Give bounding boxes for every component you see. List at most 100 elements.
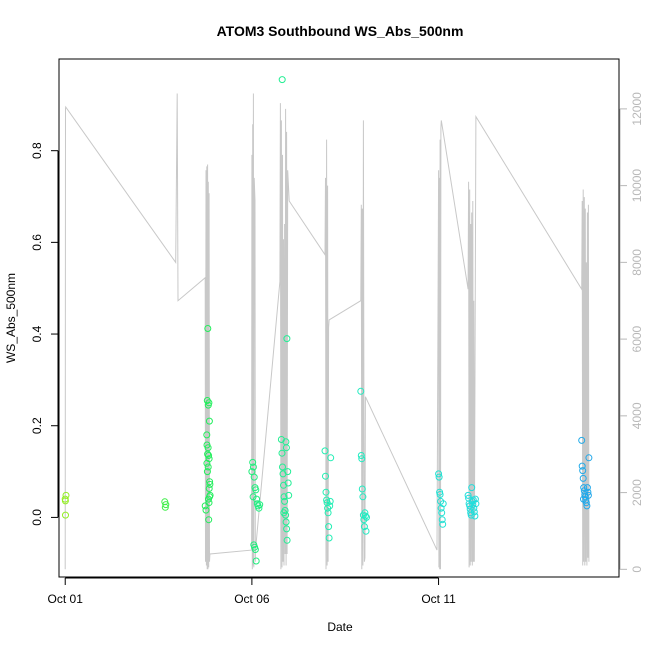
- data-point: [283, 525, 291, 533]
- data-point: [278, 76, 286, 84]
- data-point: [279, 463, 286, 471]
- data-point: [439, 500, 447, 508]
- data-point: [283, 536, 291, 544]
- data-point: [438, 516, 446, 524]
- points-layer: [61, 76, 593, 565]
- data-point: [252, 557, 260, 565]
- data-point: [249, 463, 257, 471]
- data-point: [439, 520, 447, 528]
- data-point: [249, 458, 257, 466]
- data-point: [324, 509, 332, 517]
- x-tick-label: Oct 01: [48, 592, 84, 606]
- data-point: [322, 472, 329, 480]
- data-point: [468, 484, 476, 492]
- y2-tick-label: 0: [630, 566, 644, 573]
- data-point: [203, 459, 211, 467]
- y-tick-label: 0.0: [30, 509, 44, 526]
- data-point: [161, 503, 169, 511]
- data-point: [584, 488, 592, 496]
- data-point: [250, 473, 258, 481]
- data-point: [282, 444, 290, 452]
- y-tick-label: 0.8: [30, 142, 44, 159]
- data-point: [62, 511, 69, 519]
- data-point: [251, 546, 259, 553]
- y2-tick-label: 8000: [630, 249, 644, 276]
- chart-title: ATOM3 Southbound WS_Abs_500nm: [217, 23, 464, 39]
- altitude-line: [64, 93, 590, 570]
- y2-tick-label: 6000: [630, 325, 644, 352]
- data-point: [252, 486, 260, 494]
- data-point: [282, 518, 290, 526]
- y2-tick-label: 4000: [630, 402, 644, 429]
- data-point: [361, 512, 369, 520]
- data-point: [579, 467, 587, 475]
- plot-frame: [58, 58, 620, 578]
- y2-tick-label: 12000: [630, 92, 644, 126]
- data-point: [359, 493, 367, 501]
- data-point: [584, 491, 592, 499]
- data-point: [324, 504, 332, 512]
- data-point: [437, 504, 445, 512]
- x-axis: Oct 01 Oct 06 Oct 11: [48, 577, 456, 606]
- data-point: [61, 497, 69, 505]
- data-point: [362, 527, 370, 535]
- y-axis-label: WS_Abs_500nm: [4, 273, 18, 363]
- data-point: [204, 325, 212, 332]
- data-point: [358, 485, 366, 493]
- data-point: [205, 485, 213, 492]
- data-point: [357, 452, 365, 459]
- data-point: [322, 488, 330, 496]
- data-point: [583, 484, 591, 492]
- x-tick-label: Oct 11: [421, 592, 456, 606]
- data-point: [203, 431, 211, 439]
- data-point: [280, 509, 288, 517]
- data-point: [253, 495, 261, 503]
- data-point: [325, 534, 333, 542]
- data-point: [205, 516, 213, 524]
- data-point: [583, 502, 591, 510]
- y2-tick-label: 2000: [630, 479, 644, 506]
- right-axis-line-layer: [64, 93, 590, 570]
- data-point: [578, 462, 586, 470]
- data-point: [438, 509, 446, 517]
- data-point: [360, 523, 368, 531]
- data-point: [361, 509, 369, 517]
- data-point: [327, 454, 335, 462]
- data-point: [321, 447, 329, 455]
- data-point: [255, 504, 263, 512]
- data-point: [281, 497, 289, 505]
- data-point: [205, 399, 213, 407]
- data-point: [162, 501, 170, 509]
- data-point: [323, 496, 331, 504]
- data-point: [469, 501, 477, 509]
- data-point: [435, 473, 443, 481]
- data-point: [578, 436, 586, 444]
- data-point: [579, 474, 587, 482]
- y-tick-label: 0.6: [30, 234, 44, 251]
- data-point: [326, 502, 334, 510]
- data-point: [205, 417, 213, 425]
- data-point: [205, 452, 213, 459]
- data-point: [249, 493, 257, 501]
- data-point: [464, 491, 472, 499]
- data-point: [472, 500, 480, 508]
- data-point: [204, 444, 212, 452]
- y-tick-label: 0.4: [30, 325, 44, 342]
- data-point: [206, 491, 214, 499]
- y-axis: 0.0 0.2 0.4 0.6 0.8: [30, 142, 59, 526]
- data-point: [283, 335, 291, 343]
- data-point: [363, 513, 370, 521]
- data-point: [580, 484, 588, 492]
- y2-tick-label: 10000: [630, 169, 644, 203]
- data-point: [280, 493, 288, 501]
- data-point: [580, 495, 587, 503]
- data-point: [436, 491, 444, 498]
- data-point: [203, 468, 211, 476]
- data-point: [202, 506, 210, 514]
- y-tick-label: 0.2: [30, 417, 44, 434]
- data-point: [282, 511, 290, 519]
- data-point: [471, 495, 479, 503]
- data-point: [204, 463, 212, 471]
- data-point: [357, 387, 365, 395]
